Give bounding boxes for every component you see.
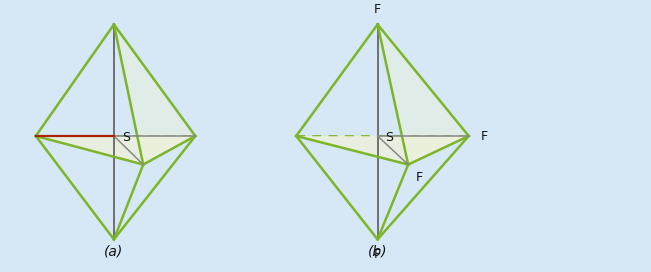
- Polygon shape: [296, 136, 469, 165]
- Text: F: F: [416, 171, 423, 184]
- Text: (a): (a): [104, 245, 124, 258]
- Text: F: F: [480, 129, 488, 143]
- Text: S: S: [385, 131, 393, 144]
- Polygon shape: [36, 136, 195, 165]
- Text: (b): (b): [368, 245, 387, 258]
- Polygon shape: [378, 24, 469, 165]
- Text: F: F: [374, 248, 381, 261]
- Polygon shape: [114, 24, 195, 165]
- Text: F: F: [374, 3, 381, 16]
- Text: S: S: [122, 131, 130, 144]
